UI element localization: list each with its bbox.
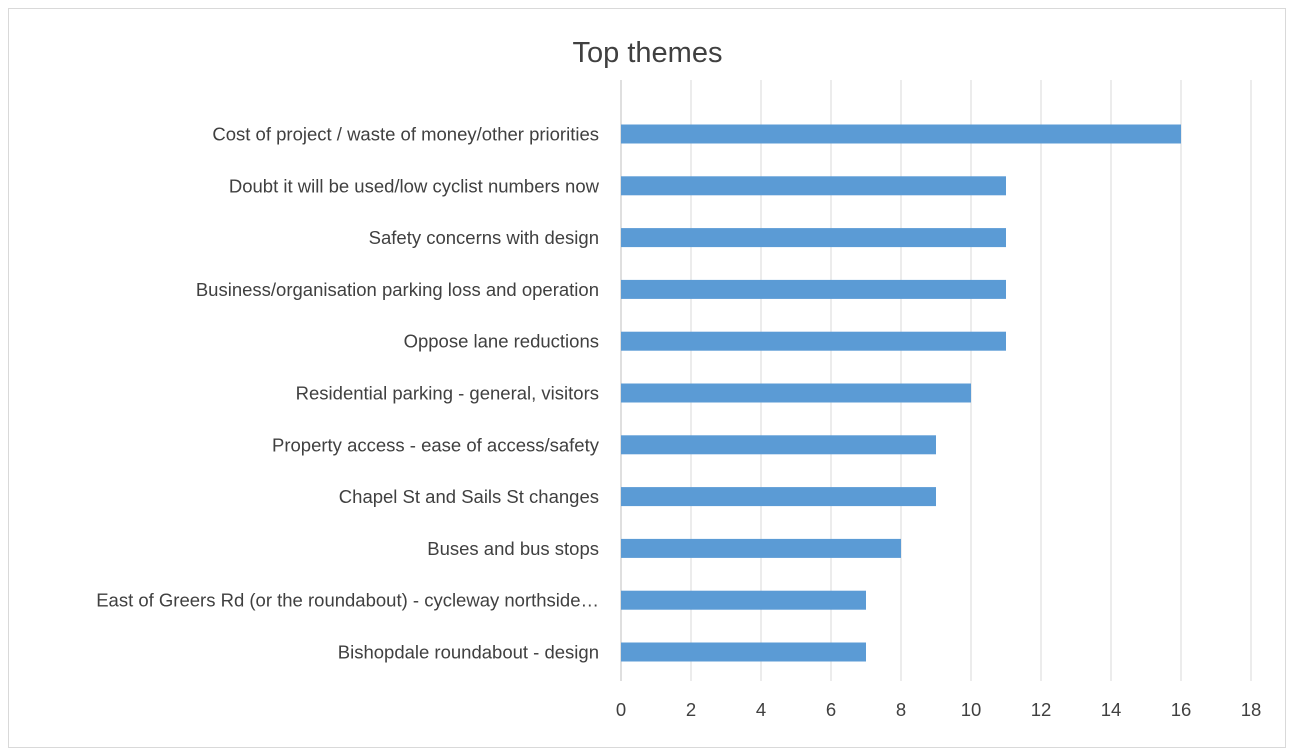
category-label: Safety concerns with design xyxy=(369,227,599,248)
category-label: East of Greers Rd (or the roundabout) - … xyxy=(96,590,599,611)
bar-chart: Cost of project / waste of money/other p… xyxy=(96,80,1261,720)
category-label: Oppose lane reductions xyxy=(404,331,599,352)
category-label: Bishopdale roundabout - design xyxy=(338,642,599,663)
bar xyxy=(621,331,1006,351)
category-label: Buses and bus stops xyxy=(427,538,599,559)
x-tick-label: 10 xyxy=(961,699,982,720)
category-label: Property access - ease of access/safety xyxy=(272,434,600,455)
category-label: Cost of project / waste of money/other p… xyxy=(212,124,599,145)
bar xyxy=(621,590,866,610)
bar xyxy=(621,228,1006,248)
x-tick-label: 4 xyxy=(756,699,766,720)
category-labels: Cost of project / waste of money/other p… xyxy=(96,124,600,663)
category-label: Business/organisation parking loss and o… xyxy=(196,279,599,300)
chart-title: Top themes xyxy=(572,37,723,69)
bar xyxy=(621,279,1006,299)
x-tick-label: 12 xyxy=(1031,699,1052,720)
bar xyxy=(621,124,1181,144)
category-label: Doubt it will be used/low cyclist number… xyxy=(229,175,600,196)
x-tick-label: 18 xyxy=(1241,699,1262,720)
x-tick-label: 8 xyxy=(896,699,906,720)
bar xyxy=(621,176,1006,196)
x-tick-labels: 0 2 4 6 8 10 12 14 16 18 xyxy=(616,699,1261,720)
bar xyxy=(621,487,936,507)
bar xyxy=(621,383,971,403)
x-tick-label: 6 xyxy=(826,699,836,720)
x-tick-label: 0 xyxy=(616,699,626,720)
x-tick-label: 14 xyxy=(1101,699,1122,720)
category-label: Residential parking - general, visitors xyxy=(296,383,599,404)
bar xyxy=(621,642,866,662)
bar xyxy=(621,435,936,455)
x-tick-label: 2 xyxy=(686,699,696,720)
x-tick-label: 16 xyxy=(1171,699,1192,720)
category-label: Chapel St and Sails St changes xyxy=(339,486,599,507)
bar xyxy=(621,538,901,558)
bars xyxy=(621,124,1181,662)
